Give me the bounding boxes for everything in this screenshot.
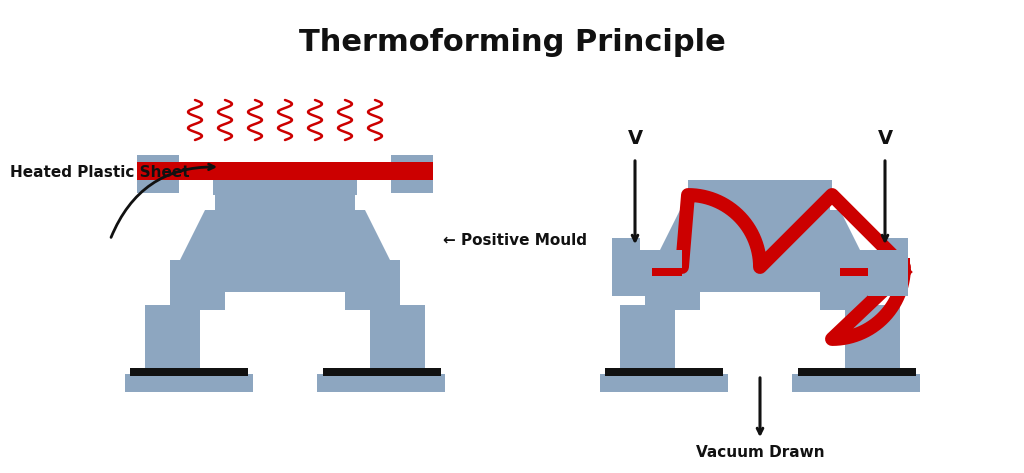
- Bar: [605, 368, 723, 376]
- Bar: [170, 290, 225, 310]
- Bar: [880, 238, 908, 258]
- Bar: [798, 368, 916, 376]
- Bar: [317, 374, 445, 392]
- Bar: [137, 162, 433, 180]
- Bar: [370, 305, 425, 370]
- Bar: [145, 305, 200, 370]
- Bar: [868, 250, 908, 296]
- Bar: [612, 250, 652, 296]
- Bar: [688, 180, 831, 195]
- Text: Vacuum Drawn: Vacuum Drawn: [695, 445, 824, 460]
- Polygon shape: [655, 210, 865, 260]
- Bar: [391, 155, 433, 193]
- Bar: [845, 305, 900, 370]
- Bar: [612, 238, 640, 258]
- Bar: [345, 290, 400, 310]
- Bar: [612, 255, 650, 293]
- Bar: [600, 374, 728, 392]
- Text: Thermoforming Principle: Thermoforming Principle: [299, 28, 725, 57]
- Bar: [612, 258, 682, 276]
- Bar: [620, 305, 675, 370]
- Bar: [820, 290, 874, 310]
- Bar: [840, 258, 910, 276]
- Bar: [652, 250, 682, 268]
- Text: Heated Plastic Sheet: Heated Plastic Sheet: [10, 165, 189, 179]
- Bar: [213, 180, 357, 195]
- Bar: [130, 368, 248, 376]
- Text: V: V: [628, 129, 643, 148]
- Polygon shape: [688, 180, 831, 195]
- Bar: [838, 250, 868, 268]
- Bar: [125, 374, 253, 392]
- Bar: [645, 260, 874, 292]
- Bar: [645, 290, 700, 310]
- Bar: [137, 155, 179, 193]
- Bar: [215, 195, 355, 213]
- Bar: [792, 374, 920, 392]
- Text: V: V: [878, 129, 893, 148]
- Bar: [870, 255, 908, 293]
- Bar: [170, 260, 400, 292]
- Bar: [323, 368, 441, 376]
- Polygon shape: [213, 180, 357, 195]
- Bar: [690, 195, 830, 213]
- Text: ← Positive Mould: ← Positive Mould: [443, 233, 587, 247]
- Polygon shape: [180, 210, 390, 260]
